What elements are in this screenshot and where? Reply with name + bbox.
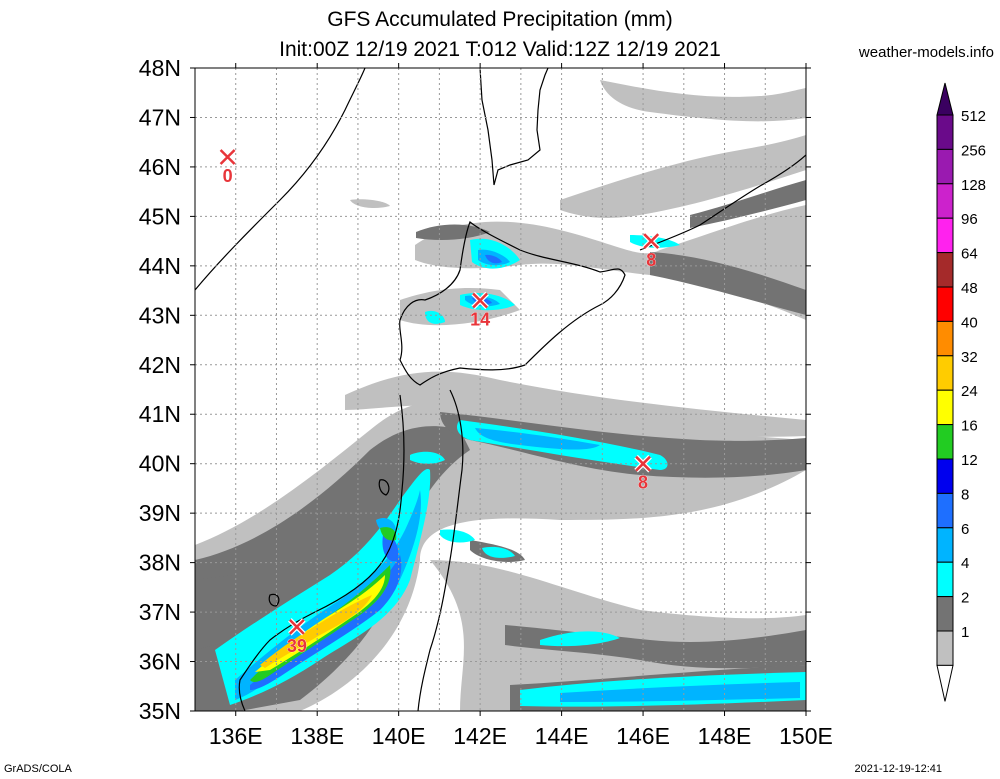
lon-label: 142E [453,723,507,749]
colorbar-swatch [936,424,954,460]
marker-x-icon [288,619,305,635]
lat-label: 43N [139,302,181,328]
coastlines [195,68,806,711]
colorbar-swatch [936,561,954,598]
colorbar-swatch [936,217,954,254]
graticule [195,68,806,711]
lat-label: 48N [139,55,181,81]
station-marker: 8 [642,232,660,270]
footer-software: GrADS/COLA [4,763,72,775]
lat-label: 45N [139,203,181,229]
lat-label: 36N [139,649,181,675]
precip-32mm-areas [260,595,372,668]
colorbar-label: 32 [961,349,978,366]
marker-value: 14 [470,309,490,329]
marker-x-icon [635,455,651,472]
colorbar-label: 512 [961,108,986,125]
station-marker: 14 [470,291,490,330]
lon-label: 138E [290,723,344,749]
colorbar-label: 40 [961,314,978,331]
colorbar-label: 48 [961,280,978,297]
lat-label: 47N [139,104,181,130]
colorbar-swatch [936,183,954,219]
marker-value: 39 [287,636,307,656]
footer-timestamp: 2021-12-19-12:41 [854,763,942,775]
colorbar-label: 4 [961,555,969,572]
colorbar-swatch [936,389,954,426]
colorbar-swatch [936,148,954,185]
station-marker: 0 [218,148,237,186]
lat-label: 39N [139,500,181,526]
colorbar-label: 64 [961,246,978,263]
colorbar-top-cap [936,82,954,116]
colorbar-label: 96 [961,211,978,228]
plot-frame [194,67,807,712]
station-markers: 0 14 8 8 39 [218,148,660,656]
longitude-labels: 136E 138E 140E 142E 144E 146E 148E 150E [209,723,833,749]
latitude-labels: 48N 47N 46N 45N 44N 43N 42N 41N 40N 39N 38N 37N 36N 3… [139,55,181,724]
station-marker: 8 [634,454,652,493]
precip-6mm-areas [235,249,800,702]
axis-ticks [190,63,811,716]
colorbar-bottom-cap [936,664,954,702]
colorbar-label: 24 [961,383,978,400]
marker-x-icon [643,233,660,249]
colorbar-swatch [936,355,954,391]
marker-x-icon [219,149,236,165]
colorbar-label: 1 [961,624,969,641]
colorbar-label: 128 [961,177,986,194]
site-credit: weather-models.info [858,44,994,61]
chart-subtitle: Init:00Z 12/19 2021 T:012 Valid:12Z 12/1… [279,38,721,61]
marker-value: 8 [646,250,656,270]
marker-value: 0 [223,166,233,186]
lon-label: 148E [698,723,752,749]
colorbar-label: 12 [961,452,978,469]
lat-label: 44N [139,253,181,279]
colorbar-swatch [936,286,954,322]
lat-label: 35N [139,698,181,724]
lon-label: 136E [209,723,263,749]
colorbar-swatch [936,114,954,150]
lon-label: 140E [372,723,426,749]
lat-label: 46N [139,154,181,180]
lon-label: 146E [616,723,670,749]
lat-label: 37N [139,599,181,625]
colorbar-label: 2 [961,590,969,607]
colorbar-swatch [936,527,954,563]
lat-label: 38N [139,550,181,576]
colorbar-swatch [936,492,954,529]
lat-label: 40N [139,451,181,477]
colorbar-label: 6 [961,521,969,538]
marker-value: 8 [638,473,648,493]
colorbar-label: 16 [961,418,978,435]
colorbar-label: 8 [961,486,969,503]
lon-label: 150E [779,723,833,749]
colorbar-swatch [936,252,954,288]
colorbar-swatch [936,596,954,632]
colorbar-swatch [936,458,954,494]
colorbar-label: 256 [961,142,986,159]
colorbar-swatch [936,320,954,357]
lat-label: 42N [139,352,181,378]
station-marker: 39 [287,618,307,656]
colorbar-swatch [936,630,954,666]
lat-label: 41N [139,401,181,427]
lon-label: 144E [535,723,589,749]
marker-x-icon [472,292,489,309]
chart-title: GFS Accumulated Precipitation (mm) [327,8,673,31]
